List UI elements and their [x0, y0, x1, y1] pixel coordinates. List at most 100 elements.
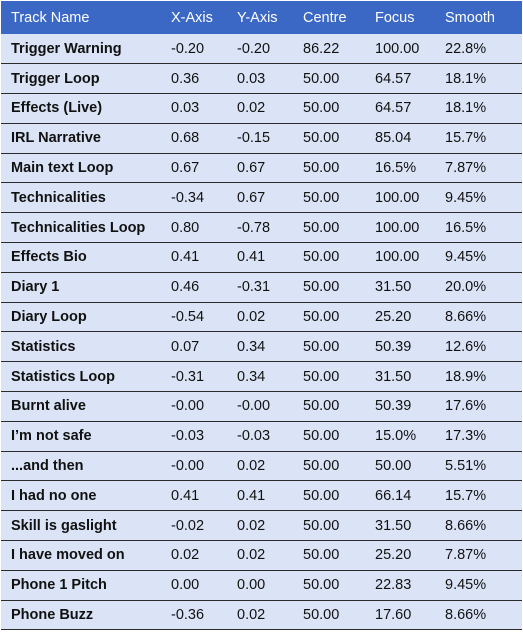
header-y-axis: Y-Axis [237, 9, 278, 26]
cell-track-name: I’m not safe [1, 421, 161, 452]
cell-x-axis: 0.41 [161, 480, 227, 512]
cell-focus: 15.0% [365, 421, 435, 452]
cell-focus: 64.57 [365, 63, 435, 95]
cell-centre: 50.00 [293, 600, 365, 631]
cell-x-axis: 0.41 [161, 242, 227, 273]
cell-y-axis: -0.20 [227, 34, 293, 65]
cell-centre: 86.22 [293, 34, 365, 65]
cell-centre: 50.00 [293, 63, 365, 95]
cell-centre: 50.00 [293, 480, 365, 512]
cell-track-name: Phone Buzz [1, 600, 161, 631]
header-focus: Focus [375, 9, 415, 26]
cell-y-axis: 0.34 [227, 331, 293, 363]
cell-x-axis: -0.00 [161, 391, 227, 422]
cell-track-name: Effects Bio [1, 242, 161, 273]
cell-y-axis: 0.41 [227, 480, 293, 512]
cell-focus: 50.39 [365, 391, 435, 422]
table-row: Technicalities Loop 0.80 -0.78 50.00 100.00 1… [1, 212, 522, 244]
header-x-axis: X-Axis [171, 9, 213, 26]
header-track-name: Track Name [11, 9, 90, 26]
cell-x-axis: 0.00 [161, 570, 227, 601]
table-row: Statistics 0.07 0.34 50.00 50.39 12.6% [1, 331, 522, 363]
table-row: Diary Loop -0.54 0.02 50.00 25.20 8.66% [1, 302, 522, 333]
cell-track-name: Effects (Live) [1, 93, 161, 124]
table-row: IRL Narrative 0.68 -0.15 50.00 85.04 15.7% [1, 123, 522, 154]
cell-y-axis: 0.03 [227, 63, 293, 95]
cell-x-axis: 0.07 [161, 331, 227, 363]
cell-smooth: 7.87% [435, 153, 522, 184]
cell-x-axis: 0.67 [161, 153, 227, 184]
cell-track-name: Technicalities [1, 182, 161, 214]
cell-centre: 50.00 [293, 331, 365, 363]
cell-track-name: Trigger Loop [1, 63, 161, 95]
cell-y-axis: -0.31 [227, 272, 293, 303]
cell-y-axis: 0.02 [227, 93, 293, 124]
cell-focus: 100.00 [365, 242, 435, 273]
cell-x-axis: -0.34 [161, 182, 227, 214]
table-row: Effects (Live) 0.03 0.02 50.00 64.57 18.1% [1, 93, 522, 124]
cell-focus: 100.00 [365, 212, 435, 244]
table-header: Track Name X-Axis Y-Axis Centre Focus Sm… [1, 1, 522, 34]
table-body: Trigger Warning -0.20 -0.20 86.22 100.00 22.8… [1, 34, 522, 631]
cell-y-axis: 0.41 [227, 242, 293, 273]
cell-centre: 50.00 [293, 212, 365, 244]
cell-track-name: Statistics Loop [1, 361, 161, 393]
header-smooth: Smooth [445, 9, 495, 26]
cell-focus: 100.00 [365, 182, 435, 214]
cell-track-name: Diary 1 [1, 272, 161, 303]
cell-smooth: 15.7% [435, 480, 522, 512]
cell-track-name: ...and then [1, 451, 161, 482]
cell-track-name: Technicalities Loop [1, 212, 161, 244]
cell-focus: 100.00 [365, 34, 435, 65]
header-centre: Centre [303, 9, 347, 26]
cell-centre: 50.00 [293, 570, 365, 601]
cell-focus: 31.50 [365, 361, 435, 393]
cell-track-name: Skill is gaslight [1, 510, 161, 542]
cell-track-name: Diary Loop [1, 302, 161, 333]
cell-y-axis: -0.78 [227, 212, 293, 244]
cell-y-axis: 0.34 [227, 361, 293, 393]
cell-smooth: 8.66% [435, 600, 522, 631]
cell-focus: 64.57 [365, 93, 435, 124]
cell-smooth: 18.9% [435, 361, 522, 393]
cell-x-axis: -0.54 [161, 302, 227, 333]
cell-focus: 25.20 [365, 302, 435, 333]
cell-y-axis: 0.02 [227, 540, 293, 571]
cell-focus: 25.20 [365, 540, 435, 571]
cell-focus: 31.50 [365, 272, 435, 303]
cell-x-axis: 0.68 [161, 123, 227, 154]
cell-focus: 31.50 [365, 510, 435, 542]
cell-x-axis: 0.46 [161, 272, 227, 303]
cell-smooth: 20.0% [435, 272, 522, 303]
table-row: Main text Loop 0.67 0.67 50.00 16.5% 7.87% [1, 153, 522, 184]
cell-x-axis: 0.80 [161, 212, 227, 244]
cell-centre: 50.00 [293, 361, 365, 393]
cell-x-axis: -0.20 [161, 34, 227, 65]
cell-x-axis: -0.31 [161, 361, 227, 393]
cell-smooth: 16.5% [435, 212, 522, 244]
cell-x-axis: 0.02 [161, 540, 227, 571]
cell-focus: 85.04 [365, 123, 435, 154]
cell-y-axis: -0.00 [227, 391, 293, 422]
cell-focus: 50.00 [365, 451, 435, 482]
cell-y-axis: 0.02 [227, 451, 293, 482]
cell-x-axis: -0.03 [161, 421, 227, 452]
table-row: I had no one 0.41 0.41 50.00 66.14 15.7% [1, 480, 522, 512]
cell-centre: 50.00 [293, 540, 365, 571]
cell-centre: 50.00 [293, 272, 365, 303]
table-row: Trigger Loop 0.36 0.03 50.00 64.57 18.1% [1, 63, 522, 95]
cell-smooth: 8.66% [435, 510, 522, 542]
cell-x-axis: -0.36 [161, 600, 227, 631]
table-row: Burnt alive -0.00 -0.00 50.00 50.39 17.6% [1, 391, 522, 422]
cell-track-name: Main text Loop [1, 153, 161, 184]
cell-x-axis: 0.36 [161, 63, 227, 95]
cell-y-axis: 0.02 [227, 302, 293, 333]
table-row: Trigger Warning -0.20 -0.20 86.22 100.00 22.8… [1, 34, 522, 65]
table-row: Phone 1 Pitch 0.00 0.00 50.00 22.83 9.45% [1, 570, 522, 601]
cell-smooth: 12.6% [435, 331, 522, 363]
cell-centre: 50.00 [293, 93, 365, 124]
cell-x-axis: -0.00 [161, 451, 227, 482]
cell-track-name: Trigger Warning [1, 34, 161, 65]
cell-track-name: Burnt alive [1, 391, 161, 422]
